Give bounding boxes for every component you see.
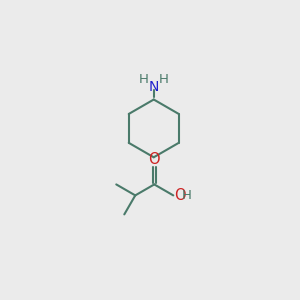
Text: N: N xyxy=(148,80,159,94)
Text: O: O xyxy=(174,188,186,203)
Text: H: H xyxy=(158,74,168,86)
Text: H: H xyxy=(139,74,149,86)
Text: O: O xyxy=(148,152,160,167)
Text: H: H xyxy=(182,189,192,202)
